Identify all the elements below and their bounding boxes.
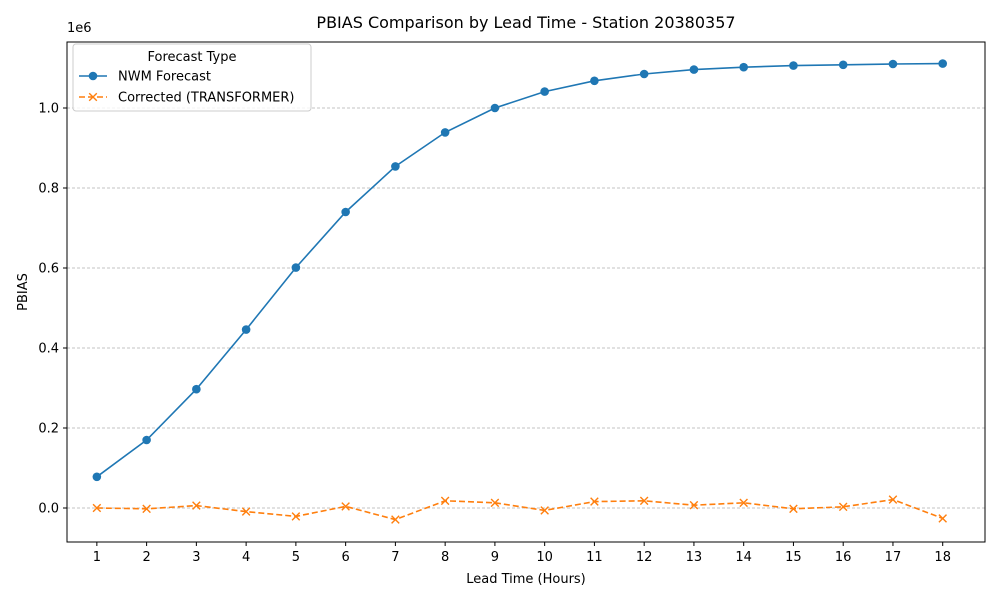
x-axis-label: Lead Time (Hours) [466,572,586,587]
x-tick-label: 13 [686,550,703,565]
data-point [92,472,102,482]
x-tick-label: 2 [142,550,150,565]
legend-marker [88,92,98,102]
legend-title: Forecast Type [147,50,236,65]
data-point [241,507,251,516]
data-point [938,59,948,68]
x-tick-label: 1 [93,550,101,565]
data-point [838,502,848,512]
y-axis-label: PBIAS [16,273,31,311]
legend: Forecast Type NWM Forecast Corrected (TRA… [72,43,312,112]
x-tick-label: 10 [536,550,553,565]
y-tick-label: 0.0 [38,502,59,517]
data-point [689,65,699,74]
data-point [739,498,748,508]
data-point [291,263,301,272]
y-tick-label: 0.6 [38,262,59,277]
data-point [142,435,151,445]
data-point [341,207,350,217]
data-point [391,162,400,171]
data-point [490,103,500,113]
series-line [96,498,943,521]
series-corrected-transformer [92,495,948,524]
data-point [639,496,649,506]
y-axis-ticks: 0.0 0.2 0.4 0.6 0.8 1.0 [38,102,67,517]
x-tick-label: 11 [586,550,603,565]
y-axis-offset-label: 1e6 [67,21,92,36]
legend-entry: NWM Forecast [79,70,211,85]
y-tick-label: 1.0 [38,102,59,117]
data-point [291,512,301,521]
grid-lines [67,107,985,509]
x-tick-label: 7 [391,550,399,565]
data-point [590,76,599,86]
x-tick-label: 3 [192,550,200,565]
data-point [490,498,500,508]
data-point [739,62,748,72]
x-tick-label: 17 [885,550,902,565]
data-point [192,384,201,394]
legend-marker [88,71,98,81]
x-tick-label: 4 [242,550,250,565]
x-tick-label: 5 [292,550,300,565]
x-tick-label: 15 [785,550,802,565]
data-point [590,497,599,506]
series-nwm-forecast [92,59,948,482]
x-tick-label: 9 [491,550,499,565]
series-layer [92,59,948,524]
legend-label: Corrected (TRANSFORMER) [118,91,295,106]
series-line [96,62,943,478]
x-tick-label: 16 [835,550,852,565]
y-tick-label: 0.2 [38,422,59,437]
y-tick-label: 0.8 [38,182,59,197]
data-point [391,515,400,524]
data-point [440,128,450,137]
x-tick-label: 6 [341,550,349,565]
data-point [938,514,948,523]
data-point [639,69,649,79]
x-tick-label: 12 [636,550,653,565]
legend-entries: NWM Forecast Corrected (TRANSFORMER) [79,70,295,106]
data-point [540,87,549,96]
data-point [241,325,251,334]
x-axis-ticks: 1 2 3 4 5 6 7 8 9 10 11 12 13 14 15 16 17 18 [93,542,951,565]
x-tick-label: 14 [735,550,752,565]
legend-label: NWM Forecast [118,70,211,85]
chart-title: PBIAS Comparison by Lead Time - Station … [316,13,735,32]
data-point [888,59,898,69]
x-tick-label: 8 [441,550,449,565]
plot-area-frame [66,41,986,543]
data-point [789,61,798,70]
data-point [888,495,898,504]
x-tick-label: 18 [934,550,951,565]
data-point [440,496,450,506]
legend-box [72,43,312,112]
data-point [689,500,699,510]
legend-entry: Corrected (TRANSFORMER) [79,91,295,106]
data-point [142,504,151,514]
y-tick-label: 0.4 [38,342,59,357]
data-point [92,503,102,513]
data-point [789,504,798,514]
data-point [838,60,848,70]
data-point [341,502,350,511]
data-point [192,501,201,510]
data-point [540,506,549,515]
